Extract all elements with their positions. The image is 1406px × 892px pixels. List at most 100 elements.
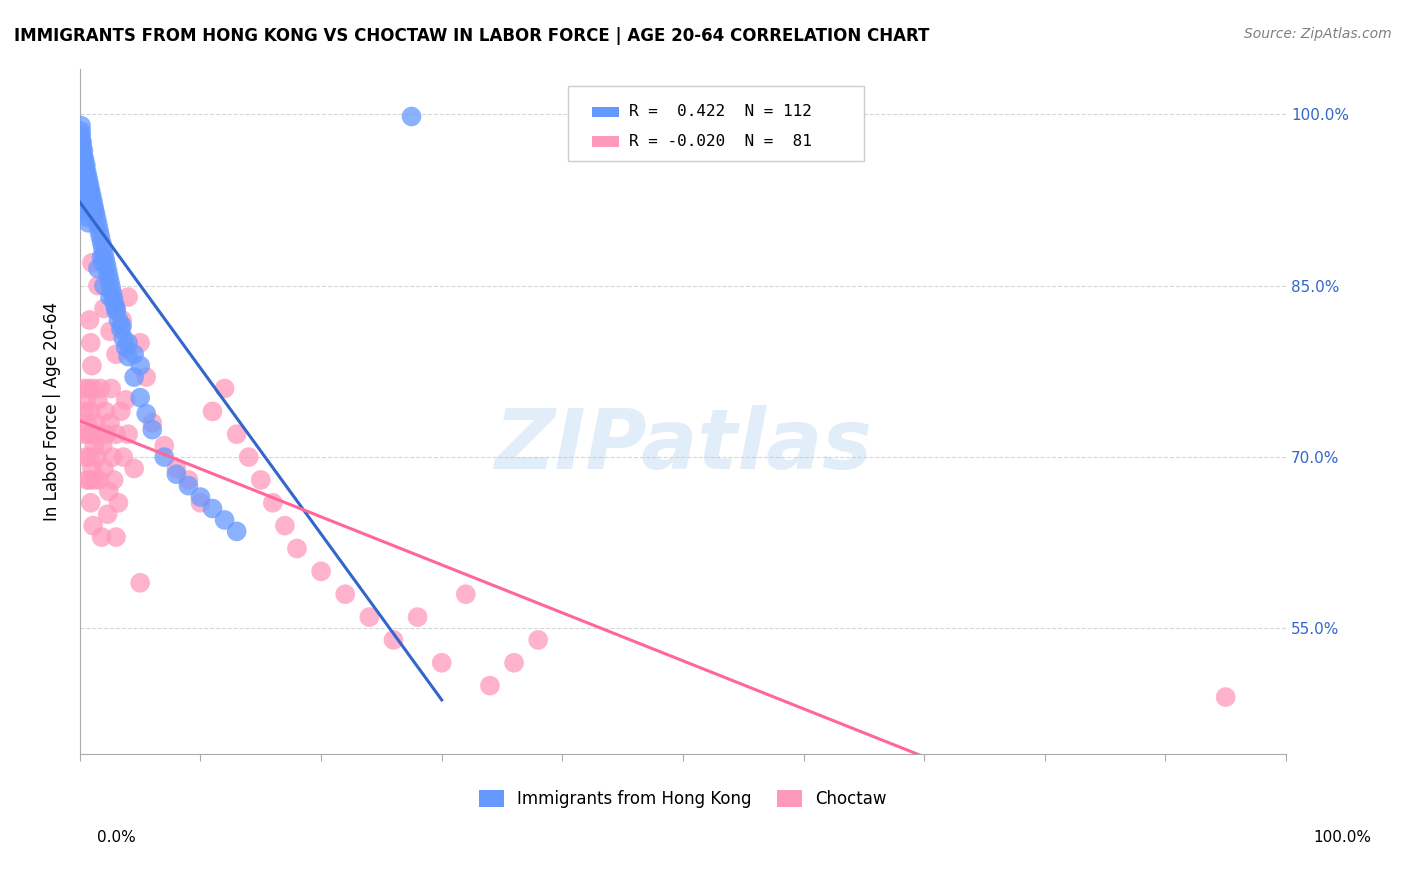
Point — [72, 149, 94, 163]
Point — [76, 473, 98, 487]
Point — [72, 189, 94, 203]
Point — [153, 439, 176, 453]
Point — [87, 218, 110, 232]
Point — [80, 335, 103, 350]
Text: IMMIGRANTS FROM HONG KONG VS CHOCTAW IN LABOR FORCE | AGE 20-64 CORRELATION CHAR: IMMIGRANTS FROM HONG KONG VS CHOCTAW IN … — [14, 27, 929, 45]
Point — [117, 427, 139, 442]
FancyBboxPatch shape — [568, 86, 863, 161]
Text: R = -0.020  N =  81: R = -0.020 N = 81 — [628, 134, 811, 149]
Point — [225, 524, 247, 539]
Point — [72, 178, 94, 192]
Point — [89, 473, 111, 487]
Point — [110, 404, 132, 418]
Point — [76, 210, 98, 224]
Point — [93, 278, 115, 293]
Point — [70, 124, 93, 138]
Point — [503, 656, 526, 670]
Point — [96, 258, 118, 272]
Point — [80, 184, 103, 198]
Point — [274, 518, 297, 533]
Point — [79, 450, 101, 464]
Point — [77, 178, 100, 192]
Point — [73, 153, 96, 167]
Point — [87, 278, 110, 293]
Text: ZIPatlas: ZIPatlas — [494, 405, 872, 486]
Point — [80, 496, 103, 510]
Point — [77, 427, 100, 442]
Point — [72, 176, 94, 190]
Point — [72, 159, 94, 173]
Point — [73, 199, 96, 213]
Point — [72, 187, 94, 202]
Text: R =  0.422  N = 112: R = 0.422 N = 112 — [628, 104, 811, 120]
Point — [73, 181, 96, 195]
Point — [225, 427, 247, 442]
Point — [105, 530, 128, 544]
Point — [117, 350, 139, 364]
Point — [72, 193, 94, 207]
Point — [73, 164, 96, 178]
Point — [79, 473, 101, 487]
Point — [94, 404, 117, 418]
Point — [382, 632, 405, 647]
Point — [406, 610, 429, 624]
Point — [75, 392, 97, 407]
Point — [80, 404, 103, 418]
Point — [77, 172, 100, 186]
Point — [527, 632, 550, 647]
Point — [83, 439, 105, 453]
Point — [430, 656, 453, 670]
Point — [76, 178, 98, 192]
Point — [72, 144, 94, 158]
Point — [111, 313, 134, 327]
Point — [141, 423, 163, 437]
Point — [98, 290, 121, 304]
Point — [91, 241, 114, 255]
Point — [238, 450, 260, 464]
Point — [91, 256, 114, 270]
Point — [82, 201, 104, 215]
Point — [80, 256, 103, 270]
Point — [90, 250, 112, 264]
Point — [82, 195, 104, 210]
Point — [80, 189, 103, 203]
Point — [112, 450, 135, 464]
Point — [72, 172, 94, 186]
Point — [82, 382, 104, 396]
Point — [82, 518, 104, 533]
Point — [72, 161, 94, 175]
Point — [117, 290, 139, 304]
Point — [83, 473, 105, 487]
Point — [135, 407, 157, 421]
Point — [72, 153, 94, 167]
Point — [75, 450, 97, 464]
Point — [75, 176, 97, 190]
Point — [72, 184, 94, 198]
Point — [72, 136, 94, 150]
Point — [110, 322, 132, 336]
Text: 100.0%: 100.0% — [1313, 830, 1372, 845]
Point — [72, 155, 94, 169]
Point — [84, 416, 107, 430]
Point — [165, 467, 187, 482]
Point — [129, 359, 152, 373]
Point — [262, 496, 284, 510]
Point — [478, 679, 501, 693]
Point — [105, 347, 128, 361]
Point — [177, 473, 200, 487]
Point — [97, 269, 120, 284]
Point — [201, 501, 224, 516]
Point — [80, 359, 103, 373]
Point — [75, 204, 97, 219]
Point — [165, 461, 187, 475]
Point — [97, 264, 120, 278]
Point — [98, 416, 121, 430]
Point — [75, 159, 97, 173]
Point — [1215, 690, 1237, 704]
Point — [359, 610, 381, 624]
Point — [70, 144, 93, 158]
Point — [107, 313, 129, 327]
Point — [93, 246, 115, 260]
Point — [129, 391, 152, 405]
Point — [83, 201, 105, 215]
